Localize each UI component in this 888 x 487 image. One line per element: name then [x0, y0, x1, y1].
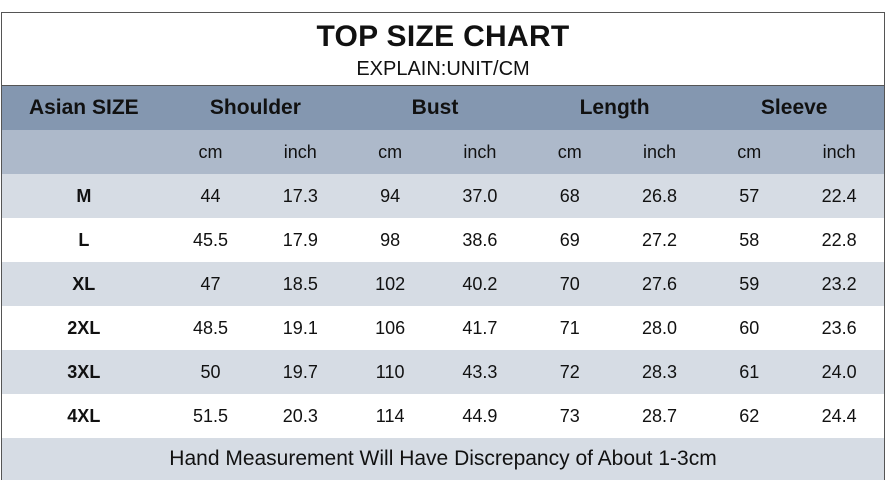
- measurement-cell: 68: [559, 185, 580, 206]
- measurement-cell: 61: [739, 361, 760, 382]
- title-block: TOP SIZE CHART EXPLAIN:UNIT/CM: [2, 13, 884, 86]
- measurement-cell: 57: [739, 185, 760, 206]
- table-row: XL 47 18.5 102 40.2 70 27.6 59 23.2: [2, 262, 884, 306]
- size-cell: 4XL: [67, 405, 101, 426]
- unit-label: cm: [737, 141, 762, 162]
- size-cell: XL: [72, 273, 96, 294]
- measurement-cell: 38.6: [462, 229, 498, 250]
- unit-label: inch: [283, 141, 317, 162]
- measurement-cell: 44.9: [462, 405, 498, 426]
- measurement-cell: 47: [200, 273, 221, 294]
- measurement-cell: 98: [380, 229, 401, 250]
- measurement-cell: 41.7: [462, 317, 498, 338]
- unit-label: inch: [642, 141, 677, 162]
- measurement-cell: 69: [559, 229, 580, 250]
- measurement-cell: 28.7: [641, 405, 678, 426]
- chart-subtitle: EXPLAIN:UNIT/CM: [356, 58, 530, 80]
- measurement-cell: 19.7: [282, 361, 318, 382]
- units-row: cm inch cm inch cm inch cm inch: [2, 130, 884, 174]
- measurement-cell: 102: [375, 273, 406, 294]
- measurement-cell: 58: [739, 229, 760, 250]
- measurement-cell: 110: [375, 361, 405, 382]
- measurement-cell: 59: [739, 273, 760, 294]
- measurement-cell: 28.0: [641, 317, 678, 338]
- footer-note: Hand Measurement Will Have Discrepancy o…: [2, 438, 884, 480]
- header-length: Length: [579, 96, 650, 119]
- size-cell: M: [76, 185, 92, 206]
- table-row: 3XL 50 19.7 110 43.3 72 28.3 61 24.0: [2, 350, 884, 394]
- measurement-cell: 62: [739, 405, 760, 426]
- measurement-cell: 24.4: [821, 405, 857, 426]
- table-row: 4XL 51.5 20.3 114 44.9 73 28.7 62 24.4: [2, 394, 884, 438]
- unit-label: inch: [463, 141, 497, 162]
- table-body: M 44 17.3 94 37.0 68 26.8 57 22.4 L 45.5 17.9 98 38.6…: [2, 174, 884, 438]
- measurement-cell: 51.5: [193, 405, 229, 426]
- measurement-cell: 60: [739, 317, 760, 338]
- measurement-cell: 26.8: [641, 185, 678, 206]
- measurement-cell: 27.2: [641, 229, 678, 250]
- measurement-cell: 18.5: [282, 273, 318, 294]
- measurement-cell: 28.3: [641, 361, 678, 382]
- measurement-cell: 70: [559, 273, 580, 294]
- table-row: 2XL 48.5 19.1 106 41.7 71 28.0 60 23.6: [2, 306, 884, 350]
- size-chart-table: TOP SIZE CHART EXPLAIN:UNIT/CM Asian SIZ…: [1, 12, 885, 480]
- measurement-cell: 73: [559, 405, 580, 426]
- measurement-cell: 24.0: [821, 361, 857, 382]
- measurement-cell: 106: [375, 317, 406, 338]
- measurement-cell: 22.4: [821, 185, 857, 206]
- measurement-cell: 17.9: [282, 229, 318, 250]
- measurement-cell: 72: [559, 361, 580, 382]
- measurement-cell: 44: [200, 185, 221, 206]
- measurement-cell: 71: [559, 317, 580, 338]
- measurement-cell: 50: [200, 361, 221, 382]
- measurement-cell: 43.3: [462, 361, 498, 382]
- measurement-cell: 17.3: [282, 185, 318, 206]
- header-shoulder: Shoulder: [209, 96, 301, 119]
- unit-label: cm: [198, 141, 223, 162]
- measurement-cell: 23.2: [821, 273, 857, 294]
- header-size: Asian SIZE: [28, 96, 139, 119]
- measurement-cell: 114: [375, 405, 405, 426]
- size-cell: 2XL: [67, 317, 101, 338]
- measurement-cell: 22.8: [821, 229, 857, 250]
- measurement-cell: 40.2: [462, 273, 498, 294]
- header-bust: Bust: [411, 96, 459, 119]
- unit-label: cm: [378, 141, 403, 162]
- unit-label: inch: [822, 141, 856, 162]
- size-cell: L: [78, 229, 90, 250]
- size-cell: 3XL: [67, 361, 101, 382]
- measurement-cell: 48.5: [193, 317, 229, 338]
- measurement-cell: 20.3: [282, 405, 318, 426]
- measurement-cell: 94: [380, 185, 401, 206]
- measurement-cell: 27.6: [641, 273, 678, 294]
- measurement-cell: 37.0: [462, 185, 498, 206]
- measurement-cell: 19.1: [282, 317, 318, 338]
- header-row: Asian SIZE Shoulder Bust Length Sleeve: [2, 86, 884, 130]
- table-row: M 44 17.3 94 37.0 68 26.8 57 22.4: [2, 174, 884, 218]
- measurement-cell: 23.6: [821, 317, 857, 338]
- header-sleeve: Sleeve: [760, 96, 828, 119]
- measurement-cell: 45.5: [193, 229, 229, 250]
- table-row: L 45.5 17.9 98 38.6 69 27.2 58 22.8: [2, 218, 884, 262]
- unit-label: cm: [557, 141, 582, 162]
- chart-title: TOP SIZE CHART: [316, 20, 570, 53]
